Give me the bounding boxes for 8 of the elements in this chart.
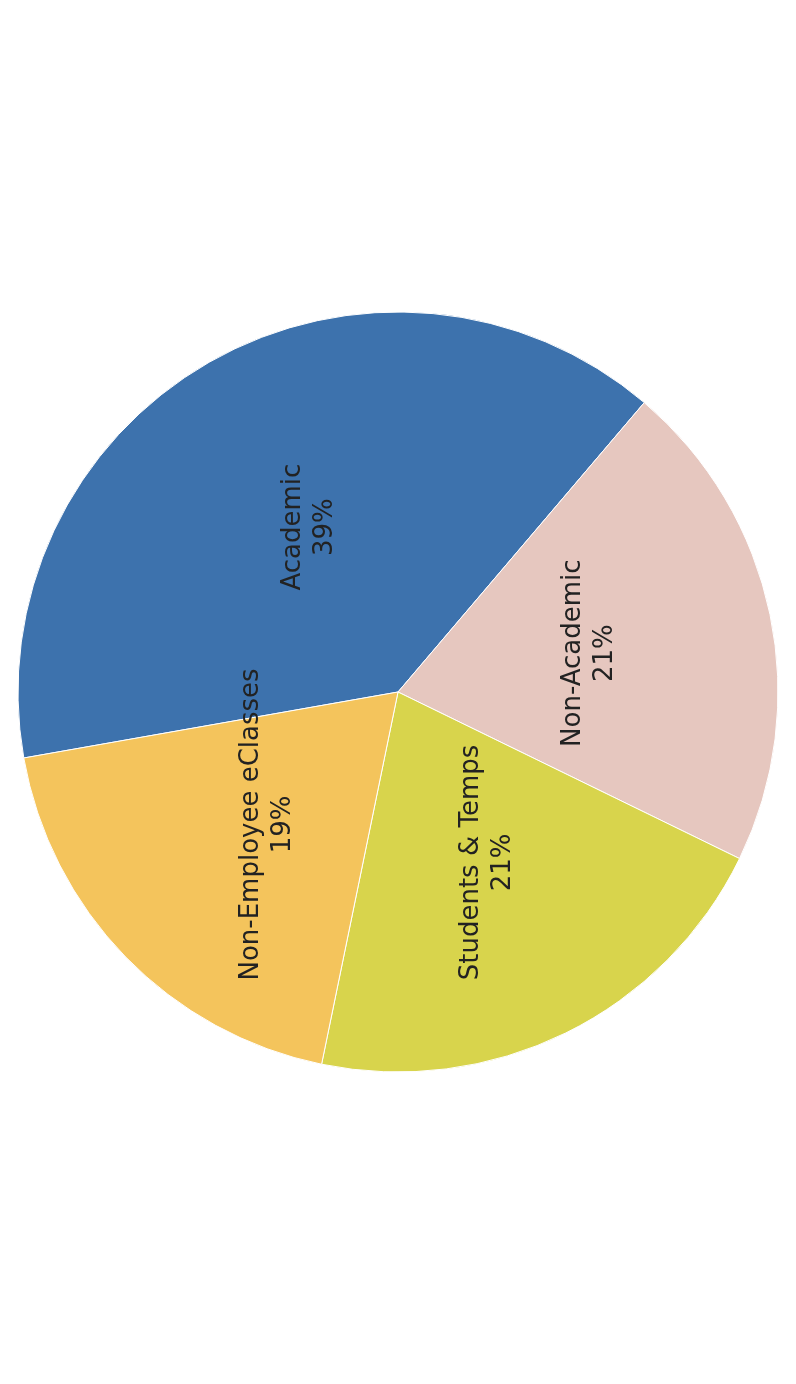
slice-label: Academic: [275, 463, 306, 591]
data-label: 19%: [265, 795, 296, 854]
data-label: 21%: [587, 624, 618, 683]
slice-label: Non-Employee eClasses: [233, 668, 264, 981]
data-label: 39%: [307, 498, 338, 557]
slice-label: Students & Temps: [453, 744, 484, 981]
slice-label: Non-Academic: [555, 559, 586, 747]
data-label: 21%: [485, 833, 516, 892]
